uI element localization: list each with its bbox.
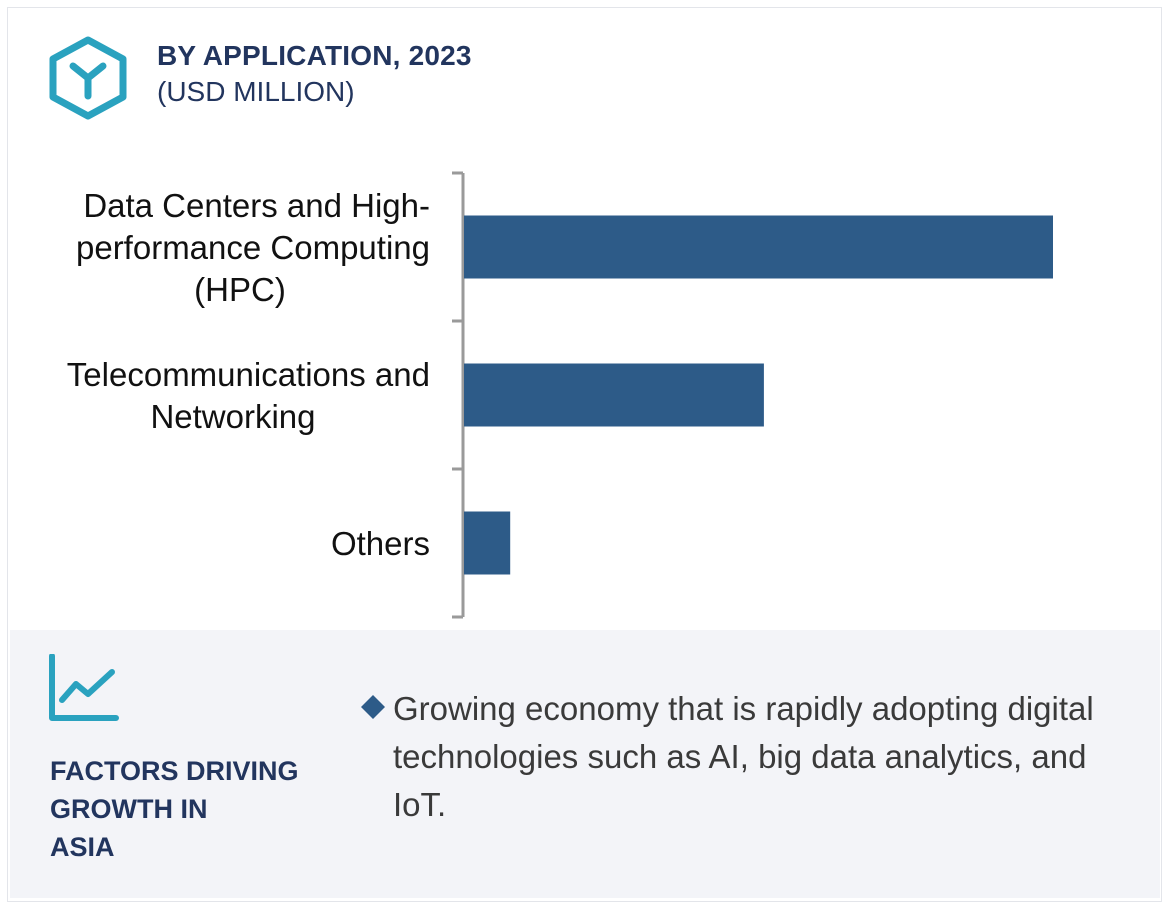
category-label-0-line-2: (HPC) <box>194 271 286 308</box>
chart-title: BY APPLICATION, 2023 <box>157 40 472 71</box>
factor-bullet-text: Growing economy that is rapidly adopting… <box>393 690 1094 823</box>
category-label-1-line-0: Telecommunications and <box>67 356 430 393</box>
category-label-0-line-1: performance Computing <box>76 229 430 266</box>
bar-0 <box>464 215 1053 279</box>
factors-panel <box>10 630 1160 898</box>
trend-line-chart-icon <box>49 654 119 721</box>
factors-title: FACTORS DRIVING GROWTH IN ASIA <box>50 752 330 866</box>
category-label-0-line-0: Data Centers and High- <box>83 187 430 224</box>
diamond-bullet-icon <box>361 695 385 719</box>
category-label-1-line-1: Networking <box>150 398 315 435</box>
bar-2 <box>464 511 511 575</box>
category-label-2-line-0: Others <box>331 525 430 562</box>
bar-chart: Data Centers and High-performance Comput… <box>67 171 1053 619</box>
factors-title-line-3: ASIA <box>50 832 115 862</box>
bar-1 <box>464 363 764 427</box>
hexagon-y-logo-icon <box>49 36 127 120</box>
factors-title-line-1: FACTORS DRIVING <box>50 756 299 786</box>
chart-subtitle: (USD MILLION) <box>157 76 355 107</box>
factors-title-line-2: GROWTH IN <box>50 794 208 824</box>
